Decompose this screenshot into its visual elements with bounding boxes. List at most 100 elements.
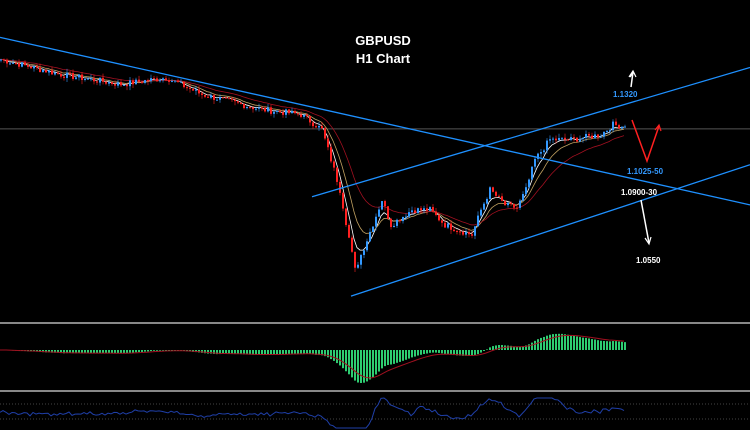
macd-signal-line xyxy=(0,334,625,379)
candle-body xyxy=(177,80,179,83)
candle-body xyxy=(102,77,104,82)
macd-bar xyxy=(75,350,77,354)
macd-bar xyxy=(66,350,68,354)
candle-body xyxy=(207,96,209,98)
candle-body xyxy=(162,78,164,81)
candle-body xyxy=(132,80,134,85)
macd-bar xyxy=(474,350,476,356)
macd-bar xyxy=(519,346,521,350)
macd-bar xyxy=(153,350,155,351)
macd-bar xyxy=(213,350,215,354)
candle-body xyxy=(261,107,263,109)
candle-body xyxy=(372,226,374,232)
candle-body xyxy=(303,114,305,117)
candle-body xyxy=(516,207,518,209)
candle-body xyxy=(444,222,446,228)
oscillator-line xyxy=(0,397,625,429)
candle-body xyxy=(462,231,464,235)
macd-bar xyxy=(267,350,269,355)
candle-body xyxy=(240,102,242,104)
macd-bar xyxy=(591,339,593,350)
macd-bar xyxy=(573,335,575,350)
macd-bar xyxy=(150,350,152,352)
macd-bar xyxy=(135,350,137,353)
chart-title: GBPUSD xyxy=(355,33,411,48)
candle-body xyxy=(477,215,479,227)
macd-bar xyxy=(351,350,353,378)
candle-body xyxy=(198,89,200,94)
macd-bar xyxy=(336,350,338,364)
candle-body xyxy=(252,107,254,110)
arrow-down-icon xyxy=(640,199,650,244)
candle-body xyxy=(21,62,23,67)
candle-body xyxy=(246,106,248,109)
candle-body xyxy=(348,224,350,238)
candle-body xyxy=(429,207,431,211)
macd-bar xyxy=(114,350,116,354)
candle-body xyxy=(150,78,152,81)
candle-body xyxy=(195,89,197,91)
candle-body xyxy=(609,130,611,132)
macd-bar xyxy=(132,350,134,353)
candle-body xyxy=(75,77,77,79)
macd-bar xyxy=(435,350,437,353)
candle-body xyxy=(147,80,149,82)
candle-body xyxy=(165,78,167,81)
macd-bar xyxy=(417,350,419,356)
macd-bar xyxy=(552,334,554,350)
candle-body xyxy=(417,208,419,213)
candle-body xyxy=(510,202,512,204)
candle-body xyxy=(90,78,92,80)
macd-bar xyxy=(594,339,596,350)
macd-bar xyxy=(465,350,467,356)
candle-body xyxy=(597,134,599,138)
macd-bar xyxy=(222,350,224,354)
macd-bar xyxy=(378,350,380,372)
candle-body xyxy=(489,187,491,199)
macd-bar xyxy=(261,350,263,355)
macd-bar xyxy=(525,345,527,350)
macd-bar xyxy=(387,350,389,365)
candle-body xyxy=(573,137,575,139)
macd-bar xyxy=(129,350,131,353)
candle-body xyxy=(255,108,257,110)
candle-body xyxy=(582,137,584,139)
candle-body xyxy=(447,223,449,228)
macd-bar xyxy=(396,350,398,363)
candle-body xyxy=(216,99,218,101)
candle-body xyxy=(507,202,509,206)
macd-bar xyxy=(399,350,401,362)
macd-bar xyxy=(393,350,395,364)
macd-bar xyxy=(273,350,275,355)
macd-bar xyxy=(462,350,464,356)
candle-body xyxy=(78,74,80,78)
candle-body xyxy=(381,201,383,210)
candle-body xyxy=(546,140,548,151)
macd-bar xyxy=(81,350,83,354)
candle-body xyxy=(501,196,503,201)
macd-bar xyxy=(138,350,140,353)
trendline xyxy=(311,66,750,198)
macd-bar xyxy=(225,350,227,354)
macd-bar xyxy=(510,345,512,350)
candle-body xyxy=(15,62,17,64)
macd-bar xyxy=(165,350,167,351)
candle-body xyxy=(564,137,566,140)
candle-body xyxy=(24,62,26,65)
macd-bar xyxy=(498,345,500,350)
candle-body xyxy=(495,191,497,196)
candle-body xyxy=(531,166,533,180)
macd-bar xyxy=(549,334,551,350)
candle-body xyxy=(63,76,65,78)
macd-bar xyxy=(321,350,323,356)
macd-bar xyxy=(294,350,296,354)
candle-body xyxy=(561,137,563,139)
macd-bar xyxy=(369,350,371,380)
macd-bar xyxy=(78,350,80,353)
candle-body xyxy=(486,198,488,204)
macd-bar xyxy=(69,350,71,353)
candle-body xyxy=(42,70,44,72)
candle-body xyxy=(480,209,482,216)
macd-bar xyxy=(48,350,50,353)
